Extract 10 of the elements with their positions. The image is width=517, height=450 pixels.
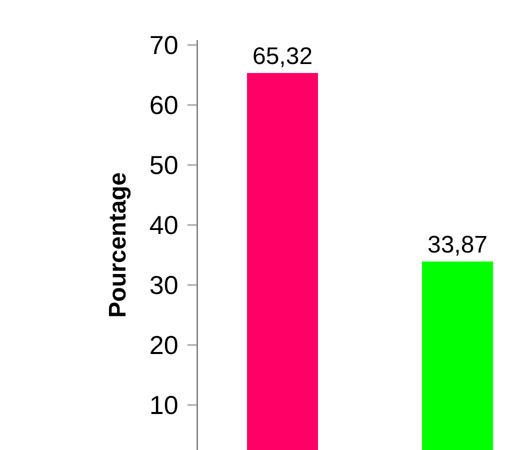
y-tick-label: 10 — [149, 390, 178, 420]
data-label: 33,87 — [427, 232, 488, 259]
y-tick-label: 50 — [149, 150, 178, 180]
y-tick-label: 30 — [149, 270, 178, 300]
data-label: 65,32 — [252, 42, 313, 70]
y-tick-label: 60 — [149, 90, 178, 120]
y-axis-title: Pourcentage — [104, 172, 132, 318]
y-tick-label: 70 — [149, 30, 178, 60]
y-tick-label: 20 — [149, 330, 178, 360]
y-tick-label: 40 — [149, 210, 178, 240]
